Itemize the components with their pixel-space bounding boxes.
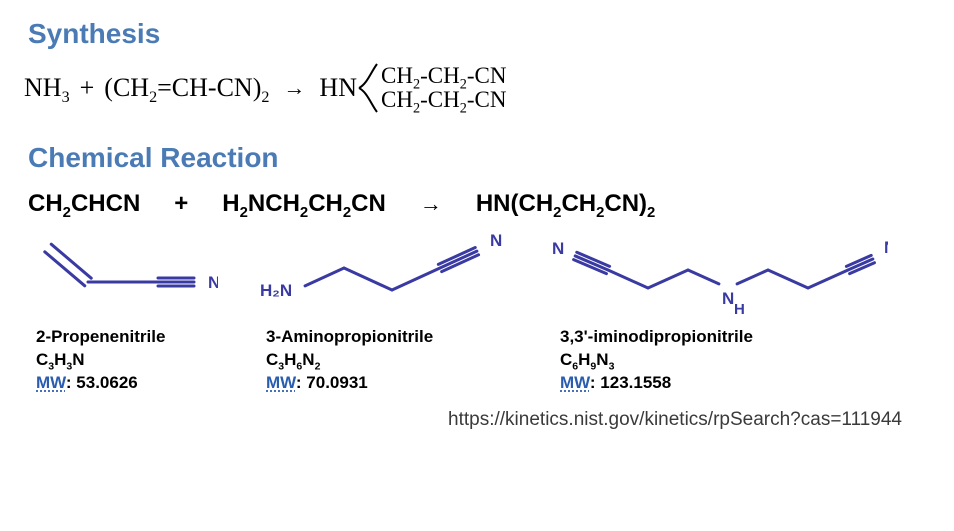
mw-value-1: 53.0626 xyxy=(76,373,137,392)
molecule-info-2: 3-Aminopropionitrile C3H6N2 MW: 70.0931 xyxy=(266,326,524,395)
mol1-mw-row: MW: 53.0626 xyxy=(36,372,248,395)
svg-text:N: N xyxy=(208,273,218,292)
molecule-row: N 2-Propenenitrile C3H3N MW: 53.0626 H₂N… xyxy=(28,228,926,395)
svg-text:N: N xyxy=(884,238,888,257)
rxn-arrow: → xyxy=(386,191,476,217)
eq-branch-bot: CH2-CH2-CN xyxy=(381,88,506,112)
mol2-mw-row: MW: 70.0931 xyxy=(266,372,524,395)
eq-rhs-branches: CH2-CH2-CN CH2-CH2-CN xyxy=(381,64,506,112)
page: Synthesis NH3 + (CH2=CH-CN)2 → HN CH2-CH… xyxy=(0,0,954,441)
rxn-plus: + xyxy=(140,190,222,218)
molecule-diagram-3: NNHN xyxy=(552,228,888,318)
eq-nh3: NH3 xyxy=(24,73,70,102)
reaction-formula-row: CH2CHCN + H2NCH2CH2CN → HN(CH2CH2CN)2 xyxy=(28,190,926,218)
molecule-card-2: H₂N N 3-Aminopropionitrile C3H6N2 MW: 70.… xyxy=(258,228,524,395)
product-formula: HN(CH2CH2CN)2 xyxy=(476,190,656,218)
eq-rhs: HN CH2-CH2-CN CH2-CH2-CN xyxy=(319,60,506,116)
molecule-diagram-1: N xyxy=(28,228,218,318)
mol2-formula: C3H6N2 xyxy=(266,349,524,372)
mol1-name: 2-Propenenitrile xyxy=(36,326,248,349)
reactant-2-formula: H2NCH2CH2CN xyxy=(222,190,386,218)
svg-text:N: N xyxy=(722,289,734,308)
mw-label-1[interactable]: MW xyxy=(36,373,66,392)
eq-lhs-a: NH3 xyxy=(24,73,70,103)
mw-value-3: 123.1558 xyxy=(600,373,671,392)
molecule-card-1: N 2-Propenenitrile C3H3N MW: 53.0626 xyxy=(28,228,248,395)
eq-brace-icon xyxy=(357,60,379,116)
mol1-formula: C3H3N xyxy=(36,349,248,372)
svg-text:H₂N: H₂N xyxy=(260,281,292,300)
eq-lhs-b: (CH2=CH-CN)2 xyxy=(104,73,269,103)
reaction-heading: Chemical Reaction xyxy=(28,142,926,174)
mol3-formula: C6H9N3 xyxy=(560,349,888,372)
eq-rhs-hn: HN xyxy=(319,73,357,103)
molecule-info-3: 3,3'-iminodipropionitrile C6H9N3 MW: 123… xyxy=(560,326,888,395)
mol2-name: 3-Aminopropionitrile xyxy=(266,326,524,349)
svg-text:H: H xyxy=(734,301,745,318)
molecule-card-3: NNHN 3,3'-iminodipropionitrile C6H9N3 MW… xyxy=(552,228,888,395)
molecule-info-1: 2-Propenenitrile C3H3N MW: 53.0626 xyxy=(36,326,248,395)
mw-label-2[interactable]: MW xyxy=(266,373,296,392)
eq-lhs-b-sub: 2 xyxy=(261,89,269,106)
molecule-diagram-2: H₂N N xyxy=(258,228,518,318)
eq-plus: + xyxy=(80,73,95,103)
svg-text:N: N xyxy=(490,231,502,250)
svg-text:N: N xyxy=(552,239,564,258)
eq-arrow: → xyxy=(279,75,309,101)
mol3-mw-row: MW: 123.1558 xyxy=(560,372,888,395)
reactant-1-formula: CH2CHCN xyxy=(28,190,140,218)
mw-label-3[interactable]: MW xyxy=(560,373,590,392)
synthesis-heading: Synthesis xyxy=(28,18,926,50)
synthesis-equation: NH3 + (CH2=CH-CN)2 → HN CH2-CH2-CN CH2-C… xyxy=(24,60,926,116)
mw-value-2: 70.0931 xyxy=(306,373,367,392)
source-url[interactable]: https://kinetics.nist.gov/kinetics/rpSea… xyxy=(28,409,926,431)
eq-branch-top: CH2-CH2-CN xyxy=(381,64,506,88)
mol3-name: 3,3'-iminodipropionitrile xyxy=(560,326,888,349)
